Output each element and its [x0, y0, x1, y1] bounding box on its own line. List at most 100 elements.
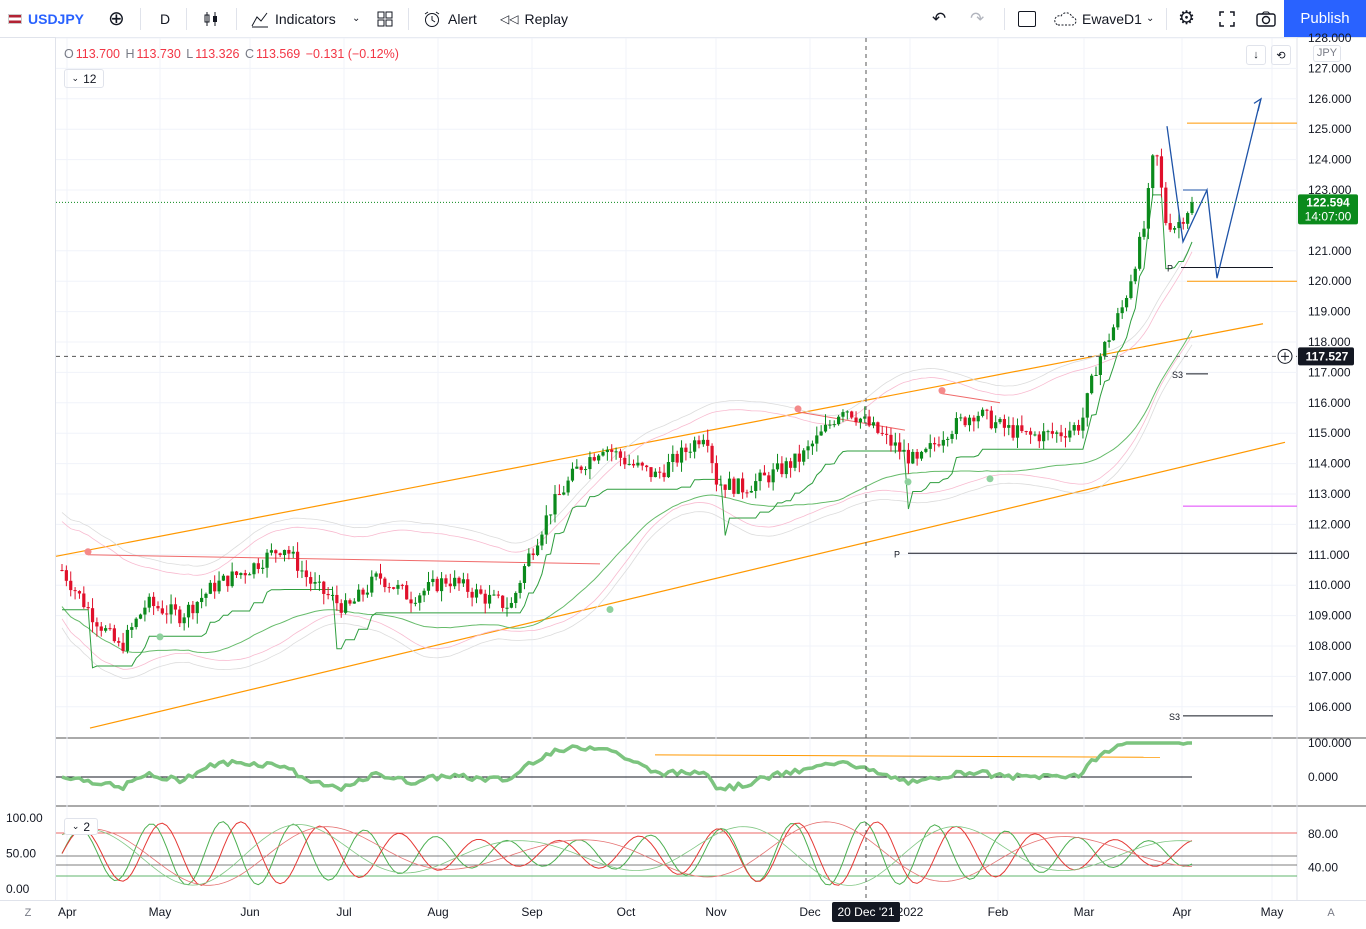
- price-tick-label: 114.000: [1308, 457, 1351, 471]
- candle-body: [1072, 425, 1076, 431]
- candle-body: [396, 584, 400, 589]
- scroll-down-icon[interactable]: ↓: [1246, 45, 1266, 65]
- currency-label[interactable]: JPY: [1313, 45, 1341, 62]
- candle-body: [714, 463, 719, 485]
- time-axis-strip: [0, 900, 1366, 929]
- time-tick-label: Feb: [988, 905, 1009, 919]
- candle-body: [282, 549, 287, 556]
- candle-body: [152, 596, 156, 607]
- resistance-dot: [794, 405, 802, 413]
- rewind-icon: ◁◁: [500, 11, 519, 26]
- publish-button[interactable]: Publish: [1284, 0, 1366, 37]
- candle-body: [1059, 432, 1063, 437]
- candle-body: [893, 442, 897, 446]
- resistance-dot: [938, 387, 946, 395]
- time-tick-label: May: [1261, 905, 1284, 919]
- candle-body: [182, 617, 186, 624]
- candle-body: [457, 577, 461, 584]
- price-tick-label: 119.000: [1308, 305, 1351, 319]
- candle-body: [671, 453, 675, 463]
- resistance-line: [941, 393, 1001, 404]
- candle-body: [1116, 313, 1120, 328]
- candle-body: [453, 577, 457, 587]
- candle-body: [1002, 419, 1006, 428]
- candle-body: [1050, 431, 1054, 434]
- candle-body: [741, 478, 745, 493]
- band-upper-line: [61, 251, 1193, 576]
- arrow-head-icon: [1253, 97, 1263, 112]
- chevron-down-icon[interactable]: ⌄: [352, 13, 361, 24]
- candle-body: [679, 447, 684, 463]
- candle-body: [1168, 223, 1172, 230]
- candle-body: [653, 471, 657, 478]
- chevron-down-icon: ⌄: [71, 73, 80, 83]
- candle-body: [915, 451, 919, 459]
- oscillator-collapse-button[interactable]: ⌄ 2: [64, 818, 98, 835]
- candle-body: [631, 463, 636, 466]
- candle-body: [1103, 341, 1107, 357]
- zoom-toggle-button[interactable]: Z: [25, 907, 32, 919]
- candle-body: [361, 589, 365, 595]
- candle-body: [352, 601, 356, 604]
- candle-body: [976, 415, 980, 422]
- compare-add-icon[interactable]: ⊕: [108, 8, 125, 30]
- candle-body: [169, 604, 173, 615]
- candle-body: [1076, 425, 1081, 431]
- candle-body: [706, 439, 710, 446]
- layout-name: EwaveD1: [1082, 10, 1142, 27]
- auto-scale-button[interactable]: A: [1327, 907, 1335, 919]
- last-price-badge: [1298, 194, 1358, 225]
- indicator-collapse-button[interactable]: ⌄ 12: [64, 69, 104, 88]
- candles-icon[interactable]: [202, 0, 220, 37]
- price-tick-label: 107.000: [1308, 669, 1352, 683]
- candle-body: [1094, 374, 1098, 376]
- candle-body: [1181, 222, 1185, 224]
- candle-body: [723, 484, 727, 490]
- undo-icon[interactable]: ↶: [932, 8, 947, 28]
- candle-body: [527, 553, 531, 567]
- candle-body: [802, 450, 806, 462]
- candle-body: [998, 419, 1002, 423]
- replay-button[interactable]: ◁◁ Replay: [500, 0, 568, 37]
- candle-body: [1011, 425, 1015, 438]
- symbol-search[interactable]: USDJPY: [8, 0, 84, 37]
- camera-icon[interactable]: [1255, 0, 1277, 37]
- candle-body: [365, 592, 370, 595]
- candle-body: [1133, 268, 1137, 282]
- flag-icon: [8, 13, 22, 24]
- chevron-down-icon[interactable]: ⌄: [1146, 13, 1155, 24]
- candle-body: [317, 581, 322, 583]
- candle-body: [1190, 202, 1194, 214]
- alert-button[interactable]: Alert: [422, 0, 477, 37]
- candle-body: [662, 472, 666, 478]
- price-tick-label: 116.000: [1308, 396, 1351, 410]
- time-tick-label: Aug: [427, 905, 448, 919]
- indicators-button[interactable]: Indicators: [250, 0, 336, 37]
- gear-icon[interactable]: ⚙: [1178, 8, 1196, 29]
- time-tick-label: 2022: [897, 905, 924, 919]
- candle-body: [165, 613, 169, 615]
- fullscreen-select-icon[interactable]: [1018, 0, 1036, 37]
- candle-body: [640, 462, 644, 466]
- price-tick-label: 124.000: [1308, 153, 1352, 167]
- interval-button[interactable]: D: [160, 10, 171, 27]
- redo-icon[interactable]: ↷: [970, 8, 985, 28]
- candle-body: [994, 422, 998, 429]
- templates-icon[interactable]: [376, 0, 394, 37]
- channel-upper-line: [55, 323, 1264, 557]
- layout-button[interactable]: EwaveD1: [1052, 0, 1142, 37]
- fullscreen-icon[interactable]: [1218, 0, 1236, 37]
- candle-body: [287, 549, 291, 554]
- reset-scale-icon[interactable]: ⟲: [1271, 45, 1291, 65]
- replay-label: Replay: [524, 10, 569, 27]
- candle-body: [125, 629, 130, 651]
- candle-body: [309, 577, 313, 584]
- candle-body: [815, 435, 819, 444]
- candle-body: [195, 602, 199, 614]
- candle-body: [178, 609, 182, 624]
- candle-body: [208, 582, 212, 594]
- candle-body: [147, 596, 151, 608]
- time-tick-label: Oct: [617, 905, 636, 919]
- candle-body: [954, 418, 959, 435]
